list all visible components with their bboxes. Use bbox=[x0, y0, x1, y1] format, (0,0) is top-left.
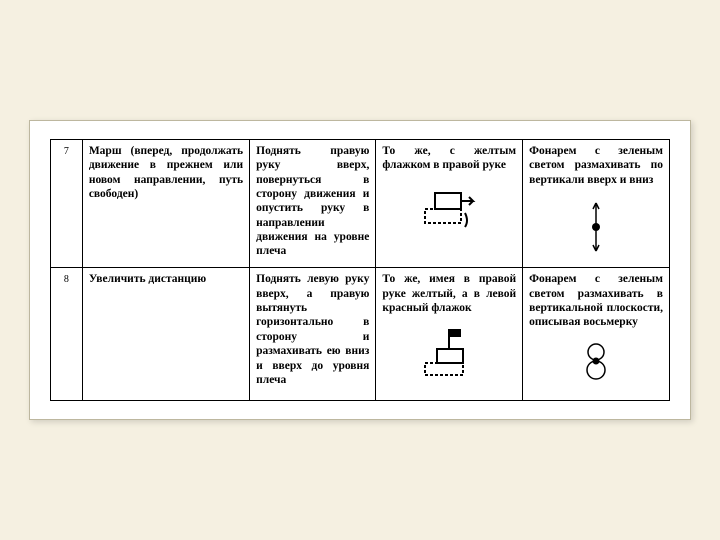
flag-signal: То же, с желтым флажком в правой руке bbox=[376, 139, 523, 268]
flag-text: То же, с желтым флажком в правой руке bbox=[382, 145, 516, 171]
lantern-diagram-icon bbox=[529, 340, 663, 394]
signal-description: Марш (вперед, продолжать движение в преж… bbox=[82, 139, 249, 268]
flag-text: То же, имея в правой руке желтый, а в ле… bbox=[382, 273, 516, 314]
row-number: 8 bbox=[51, 268, 83, 401]
lantern-text: Фонарем с зеленым светом размахивать по … bbox=[529, 145, 663, 186]
hand-text: Поднять правую руку вверх, повернуться в… bbox=[256, 145, 369, 258]
row-number: 7 bbox=[51, 139, 83, 268]
signals-table: 7 Марш (вперед, продолжать движение в пр… bbox=[50, 139, 670, 401]
hand-signal: Поднять правую руку вверх, повернуться в… bbox=[250, 139, 376, 268]
lantern-signal: Фонарем с зеленым светом размахивать по … bbox=[523, 139, 670, 268]
lantern-signal: Фонарем с зеленым светом размахивать в в… bbox=[523, 268, 670, 401]
hand-signal: Поднять левую руку вверх, а правую вытян… bbox=[250, 268, 376, 401]
signal-description: Увеличить дистанцию bbox=[82, 268, 249, 401]
flag-diagram-icon bbox=[382, 183, 516, 237]
signal-text: Увеличить дистанцию bbox=[89, 273, 206, 285]
table-row: 7 Марш (вперед, продолжать движение в пр… bbox=[51, 139, 670, 268]
signal-text: Марш (вперед, продолжать движение в преж… bbox=[89, 145, 243, 200]
flag-diagram-icon bbox=[382, 325, 516, 384]
lantern-text: Фонарем с зеленым светом размахивать в в… bbox=[529, 273, 663, 328]
hand-text: Поднять левую руку вверх, а правую вытян… bbox=[256, 273, 369, 386]
document-sheet: 7 Марш (вперед, продолжать движение в пр… bbox=[29, 120, 691, 420]
flag-signal: То же, имея в правой руке желтый, а в ле… bbox=[376, 268, 523, 401]
lantern-diagram-icon bbox=[529, 197, 663, 261]
table-row: 8 Увеличить дистанцию Поднять левую руку… bbox=[51, 268, 670, 401]
